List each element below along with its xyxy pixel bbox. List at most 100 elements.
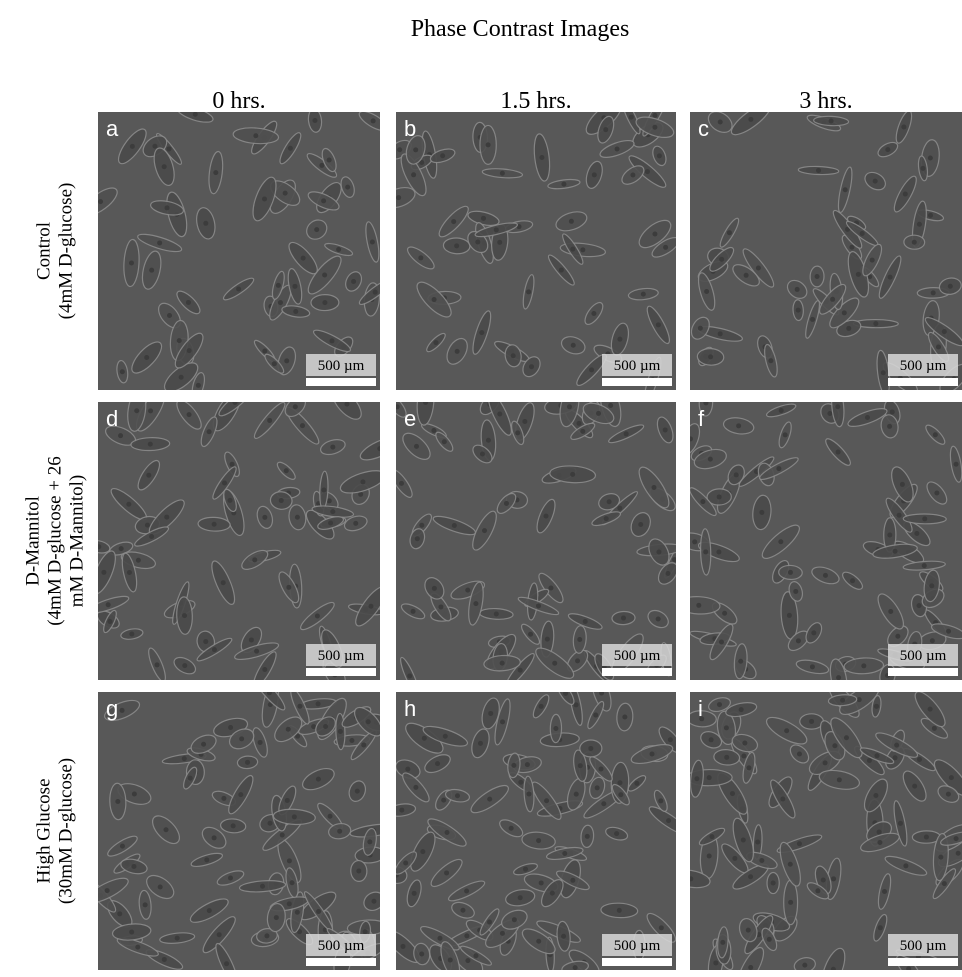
nucleus xyxy=(932,726,937,731)
nucleus xyxy=(617,908,622,913)
nucleus xyxy=(280,832,285,837)
nucleus xyxy=(395,404,400,409)
nucleus xyxy=(440,153,445,158)
nucleus xyxy=(795,287,800,292)
nucleus xyxy=(356,868,361,873)
nucleus xyxy=(258,740,263,745)
nucleus xyxy=(126,502,131,507)
nucleus xyxy=(827,411,832,416)
nucleus xyxy=(497,240,502,245)
nucleus xyxy=(228,725,233,730)
nucleus xyxy=(707,775,712,780)
nucleus xyxy=(767,937,772,942)
nucleus xyxy=(778,539,783,544)
nucleus xyxy=(903,863,908,868)
nucleus xyxy=(182,613,187,618)
nucleus xyxy=(548,585,553,590)
nucleus xyxy=(130,144,135,149)
nucleus xyxy=(835,404,840,409)
nucleus xyxy=(129,632,134,637)
nucleus xyxy=(526,289,531,294)
nucleus xyxy=(295,910,300,915)
micrograph xyxy=(382,673,691,977)
nucleus xyxy=(709,834,714,839)
nucleus xyxy=(149,534,154,539)
nucleus xyxy=(720,940,725,945)
scale-label: 500 µm xyxy=(614,938,661,954)
nucleus xyxy=(155,662,160,667)
nucleus xyxy=(167,313,172,318)
nucleus xyxy=(916,603,921,608)
nucleus xyxy=(283,191,288,196)
nucleus xyxy=(903,192,908,197)
nucleus xyxy=(337,829,342,834)
nucleus xyxy=(355,789,360,794)
nucleus xyxy=(629,115,634,120)
nucleus xyxy=(167,146,172,151)
nucleus xyxy=(893,755,898,760)
nucleus xyxy=(413,785,418,790)
nucleus xyxy=(832,743,837,748)
row-label: (30mM D-glucose) xyxy=(55,758,76,904)
nucleus xyxy=(272,361,277,366)
nucleus xyxy=(285,798,290,803)
nucleus xyxy=(917,222,922,227)
nucleus xyxy=(523,867,528,872)
nucleus xyxy=(481,216,486,221)
nucleus xyxy=(888,275,893,280)
scale-bar xyxy=(602,958,672,966)
nucleus xyxy=(708,354,713,359)
nucleus xyxy=(175,936,180,941)
nucleus xyxy=(465,588,470,593)
nucleus xyxy=(478,741,483,746)
nucleus xyxy=(148,408,153,413)
nucleus xyxy=(370,239,375,244)
nucleus xyxy=(293,309,298,314)
nucleus xyxy=(165,205,170,210)
nucleus xyxy=(934,491,939,496)
panel-letter: f xyxy=(698,406,705,431)
nucleus xyxy=(321,198,326,203)
nucleus xyxy=(371,118,376,123)
nucleus xyxy=(297,704,302,709)
nucleus xyxy=(193,112,198,117)
nucleus xyxy=(596,411,601,416)
nucleus xyxy=(719,257,724,262)
nucleus xyxy=(666,571,671,576)
nucleus xyxy=(405,767,410,772)
nucleus xyxy=(588,746,593,751)
nucleus xyxy=(316,777,321,782)
nucleus xyxy=(797,751,802,756)
nucleus xyxy=(787,613,792,618)
nucleus xyxy=(115,799,120,804)
nucleus xyxy=(615,146,620,151)
nucleus xyxy=(831,967,836,972)
nucleus xyxy=(344,402,349,407)
nucleus xyxy=(368,604,373,609)
nucleus xyxy=(574,792,579,797)
scale-bar xyxy=(306,378,376,386)
nucleus xyxy=(518,895,523,900)
nucleus xyxy=(292,284,297,289)
nucleus xyxy=(106,602,111,607)
nucleus xyxy=(748,874,753,879)
nucleus xyxy=(843,187,848,192)
nucleus xyxy=(592,172,597,177)
nucleus xyxy=(186,300,191,305)
nucleus xyxy=(454,243,459,248)
nucleus xyxy=(238,792,243,797)
micrograph xyxy=(688,99,962,398)
nucleus xyxy=(727,230,732,235)
nucleus xyxy=(920,166,925,171)
scale-label: 500 µm xyxy=(318,938,365,954)
nucleus xyxy=(403,861,408,866)
nucleus xyxy=(545,637,550,642)
nucleus xyxy=(377,446,382,451)
nucleus xyxy=(578,763,583,768)
nucleus xyxy=(268,821,273,826)
nucleus xyxy=(444,870,449,875)
nucleus xyxy=(954,836,959,841)
nucleus xyxy=(182,663,187,668)
nucleus xyxy=(328,521,333,526)
nucleus xyxy=(131,864,136,869)
